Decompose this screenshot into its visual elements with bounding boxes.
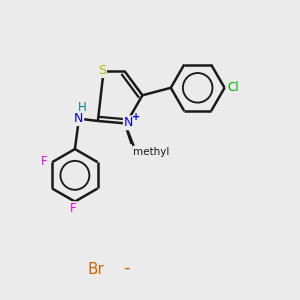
Text: H: H xyxy=(78,101,87,114)
Text: Br: Br xyxy=(88,262,105,277)
Text: S: S xyxy=(98,64,106,77)
Text: methyl: methyl xyxy=(135,147,140,148)
Text: F: F xyxy=(40,155,47,168)
Text: Cl: Cl xyxy=(227,81,239,94)
Text: +: + xyxy=(132,112,140,122)
Text: methyl: methyl xyxy=(133,147,170,157)
Text: N: N xyxy=(74,112,83,125)
Text: methyl: methyl xyxy=(132,147,137,148)
Text: methyl: methyl xyxy=(134,152,138,153)
Text: N: N xyxy=(124,116,133,129)
Text: F: F xyxy=(70,202,77,215)
Text: -: - xyxy=(123,259,129,277)
